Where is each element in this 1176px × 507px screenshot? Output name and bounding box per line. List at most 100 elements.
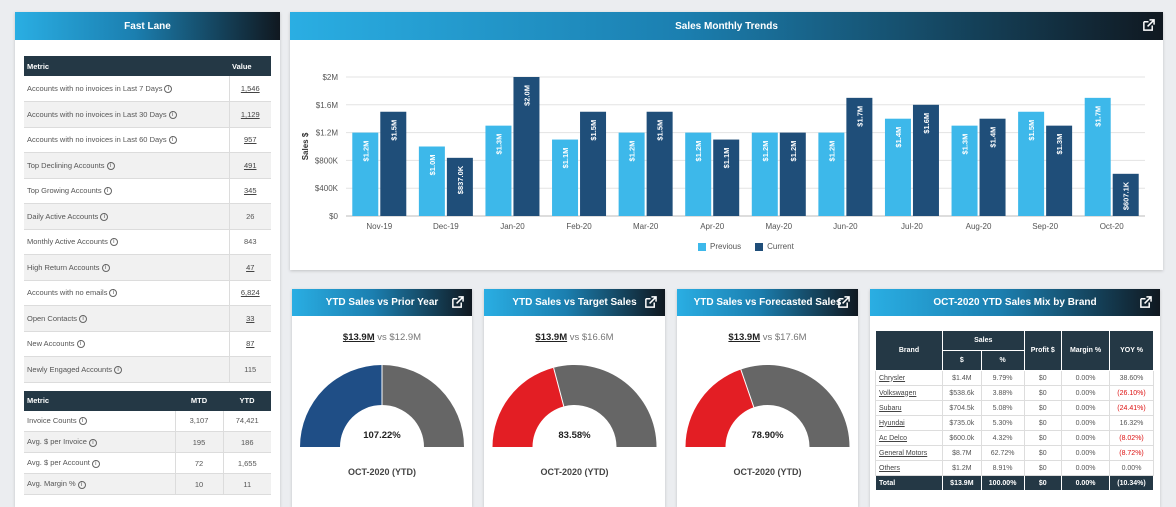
metric-cell: Avg. Margin % i — [24, 473, 175, 495]
info-icon[interactable]: i — [100, 212, 109, 221]
value-cell[interactable]: 87 — [228, 331, 271, 357]
legend-current[interactable]: Current — [755, 242, 794, 251]
brand-link[interactable]: Chrysler — [875, 370, 943, 386]
info-icon[interactable]: i — [77, 480, 86, 489]
total-pct: 100.00% — [980, 475, 1025, 491]
pct-cell: 5.08% — [980, 400, 1025, 416]
value-cell[interactable]: 491 — [228, 152, 271, 179]
info-icon[interactable]: i — [103, 187, 112, 196]
bar-value-label: $1.7M — [855, 106, 864, 127]
metric-label: Avg. $ per Invoice — [27, 437, 87, 447]
metric-label: New Accounts — [27, 339, 75, 349]
gauge-remainder — [740, 365, 850, 447]
info-icon[interactable]: i — [164, 85, 173, 93]
value-cell[interactable]: 1,546 — [228, 76, 271, 102]
info-icon[interactable]: i — [106, 161, 115, 170]
brand-link[interactable]: Volkswagen — [875, 385, 943, 401]
legend-previous-label: Previous — [710, 242, 742, 251]
brand-link[interactable]: Ac Delco — [875, 430, 943, 446]
value-cell[interactable]: 345 — [228, 178, 271, 204]
table-row: High Return Accounts i 47 — [24, 254, 271, 281]
brand-link[interactable]: Hyundai — [875, 415, 943, 431]
external-link-icon[interactable] — [644, 296, 657, 309]
metric-label: Open Contacts — [27, 313, 78, 323]
external-link-icon[interactable] — [1142, 19, 1155, 32]
info-icon[interactable]: i — [114, 365, 123, 374]
brand-link[interactable]: General Motors — [875, 445, 943, 461]
x-tick-label: Jun-20 — [833, 222, 858, 231]
value-cell[interactable]: 1,129 — [228, 101, 271, 128]
table-row: Avg. Margin % i 10 11 — [24, 473, 271, 495]
value-cell[interactable]: 47 — [228, 254, 271, 281]
table-row: Subaru $704.5k 5.08% $0 0.00% (24.41%) — [875, 400, 1154, 416]
y-tick-label: $2M — [322, 73, 338, 82]
info-icon[interactable]: i — [109, 238, 118, 247]
bar-current — [646, 111, 673, 216]
gauge-comparison: $13.9M vs $12.9M — [292, 332, 472, 343]
external-link-icon[interactable] — [837, 296, 850, 309]
total-label: Total — [875, 475, 943, 491]
metric-cell: Accounts with no invoices in Last 7 Days… — [24, 76, 229, 102]
info-icon[interactable]: i — [91, 459, 100, 468]
metric-label: Avg. $ per Account — [27, 458, 90, 468]
yoy-cell: 16.32% — [1109, 415, 1154, 431]
info-icon[interactable]: i — [168, 110, 177, 119]
info-icon[interactable]: i — [79, 314, 88, 323]
gauge-actual: $13.9M — [535, 332, 568, 343]
value-cell[interactable]: 33 — [228, 305, 271, 332]
table-row: Accounts with no invoices in Last 60 Day… — [24, 127, 271, 153]
table-row: Ac Delco $600.0k 4.32% $0 0.00% (8.02%) — [875, 430, 1154, 446]
total-yoy: (10.34%) — [1109, 475, 1154, 491]
sales-trend-chart: $0 $400K $800K $1.2M $1.6M $2M Sales $ $1.2M $1.… — [301, 73, 1145, 231]
external-link-icon[interactable] — [1139, 296, 1152, 309]
sales-trend-header: Sales Monthly Trends — [290, 12, 1163, 40]
metric-cell: Newly Engaged Accounts i — [24, 356, 229, 383]
ytd-cell: 186 — [222, 431, 271, 453]
bar-value-label: $1.2M — [827, 141, 836, 162]
value-cell[interactable]: 957 — [228, 127, 271, 153]
metric-label: Accounts with no emails — [27, 288, 108, 298]
gauge-percent: 78.90% — [751, 430, 784, 441]
info-icon[interactable]: i — [88, 438, 97, 447]
info-icon[interactable]: i — [101, 263, 110, 272]
bar-value-label: $1.4M — [894, 127, 903, 148]
bar-current — [580, 111, 607, 216]
bar-current — [1112, 173, 1139, 216]
bar-value-label: $1.2M — [789, 141, 798, 162]
profit-cell: $0 — [1023, 445, 1063, 461]
total-profit: $0 — [1023, 475, 1063, 491]
bar-value-label: $1.3M — [494, 134, 503, 155]
value-cell[interactable]: 6,824 — [228, 280, 271, 306]
gauge-comparison: $13.9M vs $17.6M — [677, 332, 858, 343]
y-tick-label: $0 — [329, 212, 338, 221]
gauge-vs: vs — [377, 332, 387, 343]
brand-link[interactable]: Subaru — [875, 400, 943, 416]
external-link-icon[interactable] — [451, 296, 464, 309]
value-column-header: Value — [229, 56, 271, 76]
metric-label: Accounts with no invoices in Last 7 Days — [27, 83, 163, 93]
bar-previous — [618, 132, 645, 216]
legend-previous[interactable]: Previous — [698, 242, 741, 251]
table-row: Volkswagen $538.6k 3.88% $0 0.00% (26.10… — [875, 385, 1154, 401]
sales-cell: $704.5k — [942, 400, 982, 416]
mtd-cell: 3,107 — [174, 410, 223, 432]
info-icon[interactable]: i — [78, 417, 87, 426]
info-icon[interactable]: i — [109, 289, 118, 298]
info-icon[interactable]: i — [76, 340, 85, 349]
gauge-remainder — [553, 365, 657, 447]
metric-cell: Accounts with no invoices in Last 30 Day… — [24, 101, 229, 128]
x-tick-label: Oct-20 — [1100, 222, 1125, 231]
bar-current — [446, 157, 473, 216]
metric-cell: Accounts with no invoices in Last 60 Day… — [24, 127, 229, 153]
info-icon[interactable]: i — [168, 136, 177, 145]
value-cell: 115 — [228, 356, 271, 383]
sales-cell: $8.7M — [942, 445, 982, 461]
brand-mix-header: OCT-2020 YTD Sales Mix by Brand — [870, 289, 1160, 316]
pct-cell: 62.72% — [980, 445, 1025, 461]
ytd-cell: 74,421 — [222, 410, 271, 432]
table-row: Invoice Counts i 3,107 74,421 — [24, 410, 271, 432]
brand-link[interactable]: Others — [875, 460, 943, 476]
y-axis-title: Sales $ — [301, 132, 310, 160]
bar-value-label: $1.2M — [628, 141, 637, 162]
legend-current-label: Current — [767, 242, 794, 251]
